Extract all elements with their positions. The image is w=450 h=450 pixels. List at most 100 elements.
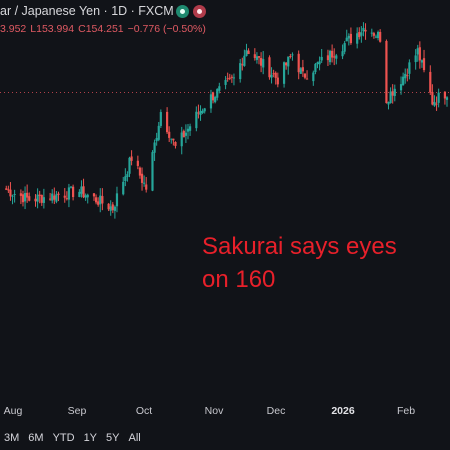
range-3m-button[interactable]: 3M [0, 428, 24, 448]
candle-body [9, 189, 12, 197]
candle [113, 205, 116, 219]
candle-body [201, 110, 204, 114]
candle-body [97, 201, 100, 205]
candle-body [226, 78, 229, 80]
range-ytd-button[interactable]: YTD [49, 428, 80, 448]
candle [124, 168, 127, 187]
candle [138, 166, 142, 179]
candle-body [128, 157, 131, 174]
candle-body [318, 61, 321, 65]
range-6m-button[interactable]: 6M [24, 428, 48, 448]
candle [318, 56, 321, 71]
candle [272, 69, 275, 78]
candle-body [437, 92, 440, 103]
candle-body [21, 194, 25, 203]
candle [429, 65, 432, 95]
candle-body [268, 57, 271, 78]
candle [243, 49, 246, 67]
candle-body [188, 126, 192, 131]
candle [374, 34, 378, 39]
candle-body [63, 195, 66, 198]
candle-body [416, 48, 419, 55]
candle [255, 52, 259, 64]
candle [28, 192, 31, 202]
candle-body [291, 54, 294, 56]
candle-body [124, 176, 127, 181]
candle-body [80, 186, 83, 194]
candle-body [197, 112, 200, 114]
candle [305, 70, 309, 80]
candle-body [159, 112, 162, 126]
candle-body [130, 156, 133, 161]
candle-body [153, 142, 156, 153]
candle [180, 126, 183, 155]
candle [111, 202, 114, 214]
candle [287, 56, 290, 75]
market-open-status-icon[interactable] [176, 5, 189, 18]
range-all-button[interactable]: All [125, 428, 146, 448]
candle-body [49, 198, 52, 200]
candle [389, 87, 392, 104]
candle-body [168, 131, 171, 138]
x-tick-sep: Sep [67, 405, 87, 417]
candle [145, 176, 148, 193]
candle-body [276, 77, 279, 85]
candle-body [376, 31, 380, 39]
range-1y-button[interactable]: 1Y [80, 428, 102, 448]
candle-body [140, 173, 144, 183]
candle [341, 44, 344, 60]
candle-body [26, 192, 29, 198]
candle-body [94, 197, 98, 203]
candle [259, 52, 263, 73]
candle [166, 107, 169, 134]
candle [51, 189, 54, 204]
candle [408, 59, 411, 80]
candle-body [385, 40, 388, 104]
price-chart[interactable] [0, 0, 450, 400]
close-label: C [78, 23, 86, 35]
candle-body [435, 103, 438, 105]
candle-body [316, 62, 319, 65]
candle-body [408, 62, 411, 74]
candle-body [247, 50, 250, 55]
candle [78, 189, 81, 198]
candle [153, 139, 156, 161]
candle-body [331, 50, 334, 58]
candle [239, 58, 242, 83]
candle [53, 187, 56, 205]
candle [274, 71, 277, 85]
candle-body [92, 193, 96, 197]
candle [376, 30, 380, 41]
candle [72, 184, 75, 201]
range-5y-button[interactable]: 5Y [102, 428, 124, 448]
candle [291, 52, 294, 61]
candle-body [13, 194, 16, 196]
candle-body [328, 50, 332, 63]
candle [195, 106, 198, 132]
candle [345, 29, 348, 42]
candle [282, 61, 286, 88]
candle-body [270, 74, 273, 78]
candle-body [86, 194, 89, 198]
candle-body [11, 195, 14, 197]
candle-body [314, 63, 317, 73]
candle [130, 150, 133, 166]
candle [276, 72, 279, 88]
candle [285, 61, 288, 70]
candle [184, 124, 188, 143]
candle [349, 27, 353, 45]
candle [312, 70, 315, 86]
candle [370, 28, 373, 37]
candle [422, 49, 426, 73]
candle [358, 27, 361, 40]
candle-body [255, 56, 259, 60]
data-status-icon[interactable] [193, 5, 206, 18]
candle [232, 73, 236, 86]
candle-body [445, 97, 449, 100]
symbol-title[interactable]: ar / Japanese Yen · 1D · FXCM [0, 4, 174, 18]
candle-body [393, 88, 396, 97]
candle [168, 126, 171, 143]
candle-body [195, 111, 198, 129]
candle-body [84, 195, 87, 198]
candle [303, 73, 307, 80]
